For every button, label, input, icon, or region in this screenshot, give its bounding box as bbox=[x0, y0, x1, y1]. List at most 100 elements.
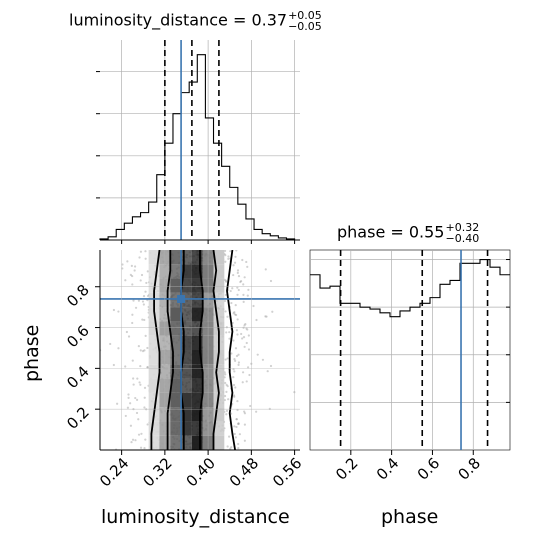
density-cell bbox=[191, 321, 203, 336]
scatter-point bbox=[223, 398, 226, 402]
scatter-point bbox=[233, 395, 236, 398]
scatter-point bbox=[232, 376, 235, 379]
density-cell bbox=[148, 264, 160, 279]
scatter-point bbox=[237, 275, 241, 278]
scatter-point bbox=[133, 269, 136, 272]
scatter-point bbox=[233, 311, 236, 314]
scatter-point bbox=[121, 263, 124, 266]
scatter-point bbox=[134, 306, 138, 309]
scatter-point bbox=[235, 250, 238, 252]
scatter-point bbox=[236, 293, 239, 296]
panel-phase-background bbox=[309, 249, 511, 451]
scatter-point bbox=[246, 366, 250, 369]
scatter-point bbox=[140, 273, 144, 277]
phase-histogram-step bbox=[310, 258, 510, 318]
scatter-point bbox=[131, 283, 134, 286]
title-luminosity-distance: luminosity_distance = 0.37 +0.05 −0.05 bbox=[69, 9, 322, 33]
scatter-point bbox=[144, 334, 147, 337]
title-ld-minus: −0.05 bbox=[288, 20, 322, 33]
title-phase-value: 0.55 bbox=[408, 222, 445, 242]
scatter-point bbox=[132, 377, 135, 380]
scatter-point bbox=[226, 445, 229, 448]
title-phase: phase = 0.55 +0.32 −0.40 bbox=[337, 221, 480, 245]
density-cell bbox=[181, 350, 192, 365]
scatter-point bbox=[135, 398, 139, 401]
2d-ytick-label-3: 0.8 bbox=[63, 281, 93, 311]
density-cell bbox=[148, 250, 160, 265]
scatter-point bbox=[225, 413, 228, 416]
ld-histogram-step bbox=[99, 54, 300, 241]
scatter-point bbox=[144, 257, 147, 260]
scatter-point bbox=[141, 350, 145, 353]
scatter-point bbox=[236, 400, 239, 403]
scatter-point bbox=[243, 345, 246, 348]
scatter-point bbox=[246, 328, 249, 331]
scatter-point bbox=[233, 358, 236, 361]
scatter-point bbox=[146, 294, 150, 298]
scatter-point bbox=[137, 433, 141, 436]
density-cell bbox=[191, 435, 203, 450]
scatter-point bbox=[139, 364, 142, 368]
density-cell bbox=[170, 307, 182, 322]
density-cell bbox=[181, 335, 192, 350]
density-cell bbox=[213, 407, 225, 422]
density-cell bbox=[191, 335, 203, 350]
scatter-point bbox=[139, 250, 143, 253]
title-ld-param: luminosity_distance bbox=[69, 10, 228, 30]
scatter-point bbox=[246, 265, 249, 268]
scatter-point bbox=[224, 358, 227, 361]
scatter-point bbox=[236, 318, 239, 321]
scatter-point bbox=[131, 274, 134, 278]
title-phase-minus: −0.40 bbox=[445, 232, 480, 245]
scatter-point bbox=[235, 418, 238, 421]
scatter-point bbox=[235, 354, 239, 358]
scatter-point bbox=[232, 339, 235, 342]
density-cell bbox=[148, 378, 160, 393]
density-cell bbox=[148, 350, 160, 365]
density-cell bbox=[170, 421, 182, 436]
scatter-point bbox=[112, 308, 116, 312]
scatter-point bbox=[142, 295, 146, 298]
scatter-point bbox=[232, 264, 235, 267]
scatter-point bbox=[236, 269, 240, 272]
xlabel-phase: phase bbox=[381, 506, 439, 528]
scatter-point bbox=[255, 318, 258, 322]
scatter-point bbox=[146, 423, 149, 426]
scatter-point bbox=[146, 346, 149, 350]
density-cell bbox=[213, 435, 225, 450]
scatter-point bbox=[224, 373, 227, 376]
scatter-point bbox=[243, 276, 246, 279]
scatter-point bbox=[261, 358, 265, 361]
title-phase-param: phase bbox=[337, 222, 386, 242]
density-cell bbox=[170, 335, 182, 350]
scatter-point bbox=[129, 273, 132, 276]
scatter-point bbox=[146, 366, 149, 369]
scatter-point bbox=[242, 293, 245, 296]
scatter-point bbox=[126, 260, 129, 263]
scatter-point bbox=[232, 312, 235, 315]
scatter-point bbox=[228, 337, 231, 340]
scatter-point bbox=[223, 299, 227, 303]
scatter-point bbox=[129, 402, 132, 405]
scatter-point bbox=[124, 414, 127, 418]
scatter-point bbox=[247, 348, 251, 351]
scatter-point bbox=[245, 380, 248, 383]
scatter-point bbox=[225, 331, 228, 334]
density-cell bbox=[191, 292, 203, 308]
scatter-point bbox=[245, 327, 248, 330]
scatter-point bbox=[137, 345, 140, 348]
scatter-point bbox=[130, 264, 133, 267]
scatter-point bbox=[245, 260, 248, 264]
scatter-point bbox=[241, 381, 244, 384]
scatter-point bbox=[138, 381, 141, 384]
scatter-point bbox=[237, 363, 240, 366]
scatter-point bbox=[237, 353, 240, 356]
density-cell bbox=[181, 292, 192, 308]
scatter-point bbox=[230, 301, 233, 305]
scatter-point bbox=[234, 386, 237, 389]
density-cell bbox=[191, 378, 203, 393]
scatter-point bbox=[231, 287, 234, 290]
scatter-point bbox=[247, 334, 250, 337]
scatter-point bbox=[242, 300, 245, 304]
scatter-point bbox=[112, 363, 115, 367]
